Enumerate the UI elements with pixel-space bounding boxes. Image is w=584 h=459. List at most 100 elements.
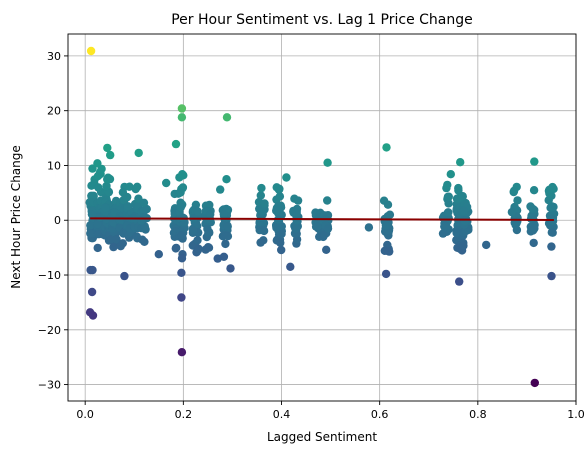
data-point xyxy=(529,186,539,195)
data-point xyxy=(282,173,291,182)
y-tick-label: −20 xyxy=(38,324,61,337)
data-point xyxy=(277,245,286,255)
data-point xyxy=(313,222,322,231)
data-point xyxy=(109,242,118,252)
data-point xyxy=(460,216,470,226)
data-point xyxy=(171,139,181,149)
data-point xyxy=(383,200,393,209)
data-point xyxy=(459,206,469,215)
data-point xyxy=(292,216,301,225)
data-point xyxy=(381,221,391,230)
x-axis-label: Lagged Sentiment xyxy=(267,430,377,444)
data-point xyxy=(109,218,118,227)
data-point xyxy=(103,143,112,153)
data-point xyxy=(177,113,187,122)
x-tick-label: 1.0 xyxy=(567,408,584,421)
data-point xyxy=(444,199,453,208)
data-point xyxy=(154,250,163,259)
x-tick-label: 0.2 xyxy=(175,408,193,421)
data-point xyxy=(276,238,285,247)
data-point xyxy=(446,170,455,179)
data-point xyxy=(89,191,98,200)
data-point xyxy=(222,175,231,184)
y-axis-label: Next Hour Price Change xyxy=(9,145,23,289)
data-point xyxy=(139,198,149,207)
data-point xyxy=(385,210,395,219)
data-point xyxy=(443,180,452,190)
data-point xyxy=(292,209,301,218)
data-point xyxy=(123,192,132,202)
trend-line-group xyxy=(90,217,554,221)
data-point xyxy=(459,241,468,250)
data-point xyxy=(509,186,519,195)
data-point xyxy=(162,178,171,188)
data-point xyxy=(123,202,133,211)
data-point xyxy=(259,226,268,235)
data-point xyxy=(322,245,331,254)
data-point xyxy=(272,223,281,232)
data-point xyxy=(286,262,295,271)
data-point xyxy=(320,230,329,239)
data-point xyxy=(272,206,281,215)
y-axis-ticks: −30 −20 −10 0 10 20 30 xyxy=(38,50,68,392)
data-point xyxy=(323,224,333,233)
y-tick-label: 0 xyxy=(54,214,61,227)
data-point xyxy=(193,236,202,245)
data-point xyxy=(548,182,557,192)
data-point xyxy=(455,277,464,286)
data-point xyxy=(529,238,538,248)
chart-title: Per Hour Sentiment vs. Lag 1 Price Chang… xyxy=(171,12,473,28)
data-point xyxy=(177,348,187,357)
data-point xyxy=(456,158,465,167)
data-point xyxy=(528,204,537,213)
data-point xyxy=(454,186,463,195)
data-point xyxy=(194,244,203,253)
data-point xyxy=(86,46,96,56)
data-point xyxy=(87,181,96,190)
data-point xyxy=(530,378,539,388)
data-point xyxy=(452,228,461,238)
data-point xyxy=(93,171,103,181)
data-point xyxy=(530,157,539,166)
data-point xyxy=(105,174,115,184)
data-point xyxy=(93,219,102,229)
data-point xyxy=(507,207,517,217)
data-point xyxy=(88,164,97,173)
data-point xyxy=(86,229,95,238)
data-point xyxy=(221,239,230,249)
data-point xyxy=(440,222,449,231)
data-point xyxy=(223,222,232,231)
data-point xyxy=(87,210,97,219)
data-point xyxy=(444,208,453,217)
data-point xyxy=(292,222,301,231)
x-tick-label: 0.4 xyxy=(273,408,291,421)
data-point xyxy=(177,231,186,240)
data-point xyxy=(293,196,303,205)
data-point xyxy=(323,196,332,205)
data-point xyxy=(275,192,285,201)
data-point xyxy=(176,203,185,212)
data-point xyxy=(179,171,188,180)
data-point xyxy=(171,244,180,253)
data-point xyxy=(219,209,228,219)
data-point xyxy=(444,192,453,201)
data-point xyxy=(547,271,556,281)
data-point xyxy=(260,199,269,208)
data-point xyxy=(177,104,187,113)
data-point xyxy=(106,150,115,160)
y-tick-label: −10 xyxy=(38,269,61,282)
data-point xyxy=(134,148,143,158)
data-point xyxy=(93,243,102,253)
data-point xyxy=(277,229,286,239)
data-point xyxy=(275,184,284,193)
data-point xyxy=(226,264,235,273)
y-tick-label: −30 xyxy=(38,379,61,392)
data-point xyxy=(257,183,266,193)
data-point xyxy=(93,159,102,168)
data-point xyxy=(177,293,186,302)
data-point xyxy=(530,224,539,233)
data-point xyxy=(513,196,522,205)
data-point xyxy=(256,191,265,200)
data-point xyxy=(381,269,391,279)
data-point xyxy=(102,181,111,191)
